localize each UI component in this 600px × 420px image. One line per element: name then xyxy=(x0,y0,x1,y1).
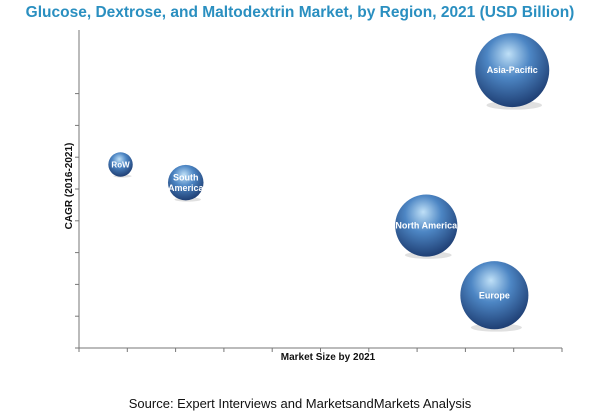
bubble-circle xyxy=(108,152,133,177)
bubble-circle xyxy=(395,194,458,257)
bubble-label: Asia-Pacific xyxy=(487,65,538,75)
bubble-south-america: South America xyxy=(167,164,205,202)
bubble-label: Europe xyxy=(479,290,510,300)
bubble-label: North America xyxy=(395,221,458,231)
x-axis-label: Market Size by 2021 xyxy=(281,352,376,363)
bubble-europe: Europe xyxy=(460,261,529,332)
bubble-label: South America xyxy=(168,172,205,193)
y-axis-label: CAGR (2016-2021) xyxy=(64,143,75,230)
bubble-north-america: North America xyxy=(395,194,458,259)
chart-title: Glucose, Dextrose, and Maltodextrin Mark… xyxy=(25,4,575,21)
bubble-circle xyxy=(475,33,550,108)
bubble-label: RoW xyxy=(111,160,130,169)
source-note: Source: Expert Interviews and Marketsand… xyxy=(128,396,472,411)
bubble-asia-pacific: Asia-Pacific xyxy=(475,33,550,110)
bubble-circle xyxy=(460,261,529,330)
bubble-row: RoW xyxy=(108,152,133,178)
bubble-circle xyxy=(167,164,204,201)
